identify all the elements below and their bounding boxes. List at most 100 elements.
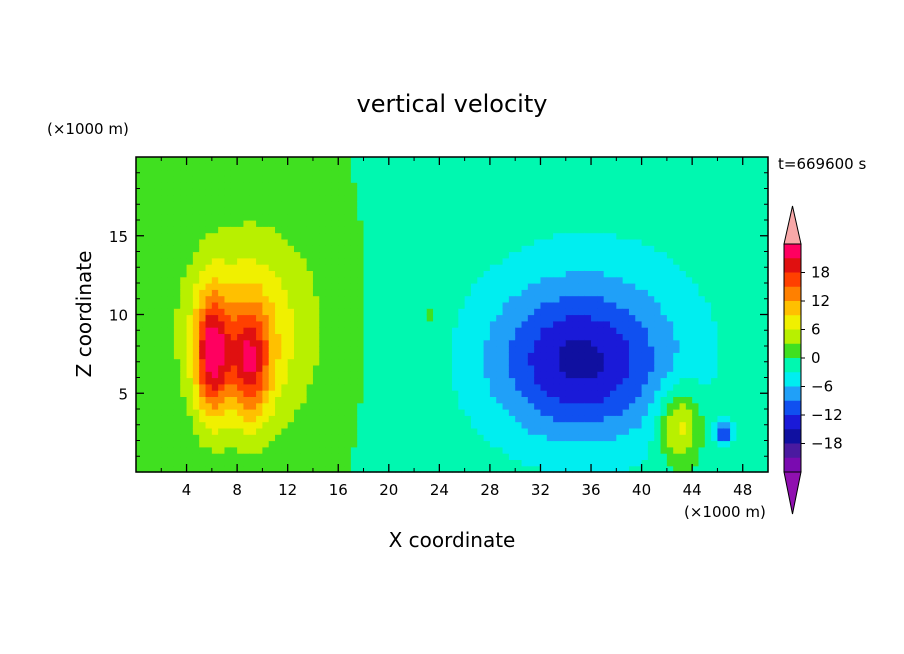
contour-cell (306, 308, 314, 316)
contour-cell (319, 434, 327, 442)
contour-cell (167, 415, 175, 423)
contour-cell (647, 346, 655, 353)
contour-cell (312, 339, 320, 347)
contour-cell (546, 459, 554, 467)
contour-cell (534, 402, 542, 410)
contour-cell (230, 383, 238, 391)
contour-cell (736, 396, 744, 404)
contour-cell (357, 194, 365, 202)
contour-cell (508, 459, 516, 467)
contour-cell (205, 276, 213, 284)
contour-cell (515, 459, 523, 467)
contour-cell (597, 371, 605, 379)
contour-cell (369, 175, 377, 183)
contour-cell (685, 301, 693, 309)
contour-cell (294, 427, 301, 435)
contour-cell (730, 264, 737, 271)
contour-cell (622, 188, 630, 196)
contour-cell (382, 251, 390, 259)
contour-cell (477, 220, 485, 227)
contour-cell (230, 352, 238, 360)
contour-cell (173, 301, 181, 309)
contour-cell (439, 289, 447, 297)
contour-cell (610, 390, 617, 397)
contour-cell (452, 339, 459, 347)
contour-cell (331, 226, 339, 234)
contour-cell (616, 232, 624, 240)
contour-cell (173, 245, 181, 253)
contour-cell (584, 390, 592, 397)
contour-cell (136, 364, 143, 372)
contour-cell (502, 320, 510, 328)
contour-cell (249, 220, 257, 227)
contour-cell (717, 333, 725, 341)
contour-cell (572, 295, 579, 303)
contour-cell (401, 440, 409, 448)
contour-cell (597, 182, 605, 190)
contour-cell (628, 346, 636, 353)
contour-cell (635, 157, 643, 164)
contour-cell (237, 333, 245, 341)
contour-cell (565, 377, 573, 385)
contour-cell (218, 245, 226, 253)
contour-cell (622, 264, 630, 271)
contour-cell (464, 440, 472, 448)
contour-cell (357, 402, 365, 410)
contour-cell (426, 377, 434, 385)
contour-cell (458, 226, 466, 234)
contour-cell (268, 238, 276, 246)
contour-cell (572, 427, 579, 435)
contour-cell (458, 276, 466, 284)
contour-cell (136, 459, 143, 467)
contour-cell (199, 194, 207, 202)
contour-cell (218, 194, 226, 202)
contour-cell (180, 175, 188, 183)
contour-cell (515, 194, 523, 202)
contour-cell (287, 427, 295, 435)
contour-cell (685, 415, 693, 423)
contour-cell (218, 396, 226, 404)
contour-cell (502, 182, 510, 190)
contour-cell (331, 358, 339, 366)
contour-cell (603, 295, 611, 303)
contour-cell (180, 289, 188, 297)
contour-cell (237, 308, 245, 316)
contour-cell (224, 364, 232, 372)
contour-cell (407, 301, 415, 309)
contour-cell (376, 434, 384, 442)
contour-cell (237, 163, 245, 171)
contour-cell (319, 245, 327, 253)
contour-cell (685, 383, 693, 391)
contour-cell (578, 245, 586, 253)
contour-cell (464, 207, 472, 215)
contour-cell (647, 276, 655, 284)
contour-cell (420, 295, 428, 303)
contour-cell (502, 251, 510, 259)
contour-cell (414, 396, 421, 404)
contour-cell (401, 251, 409, 259)
contour-cell (180, 188, 188, 196)
contour-cell (420, 301, 428, 309)
contour-cell (281, 157, 289, 164)
contour-cell (660, 283, 668, 290)
contour-cell (249, 453, 257, 460)
contour-cell (420, 446, 428, 454)
contour-cell (382, 201, 390, 208)
contour-cell (142, 446, 150, 454)
contour-cell (268, 402, 276, 410)
contour-cell (761, 301, 769, 309)
contour-cell (458, 295, 466, 303)
contour-cell (388, 276, 396, 284)
contour-cell (426, 220, 434, 227)
contour-cell (154, 213, 162, 221)
contour-cell (414, 213, 421, 221)
contour-cell (294, 289, 301, 297)
contour-cell (559, 358, 567, 366)
contour-cell (136, 207, 143, 215)
contour-cell (148, 201, 156, 208)
contour-cell (749, 188, 756, 196)
contour-cell (256, 157, 263, 164)
contour-cell (458, 427, 466, 435)
contour-cell (395, 434, 403, 442)
contour-cell (420, 276, 428, 284)
